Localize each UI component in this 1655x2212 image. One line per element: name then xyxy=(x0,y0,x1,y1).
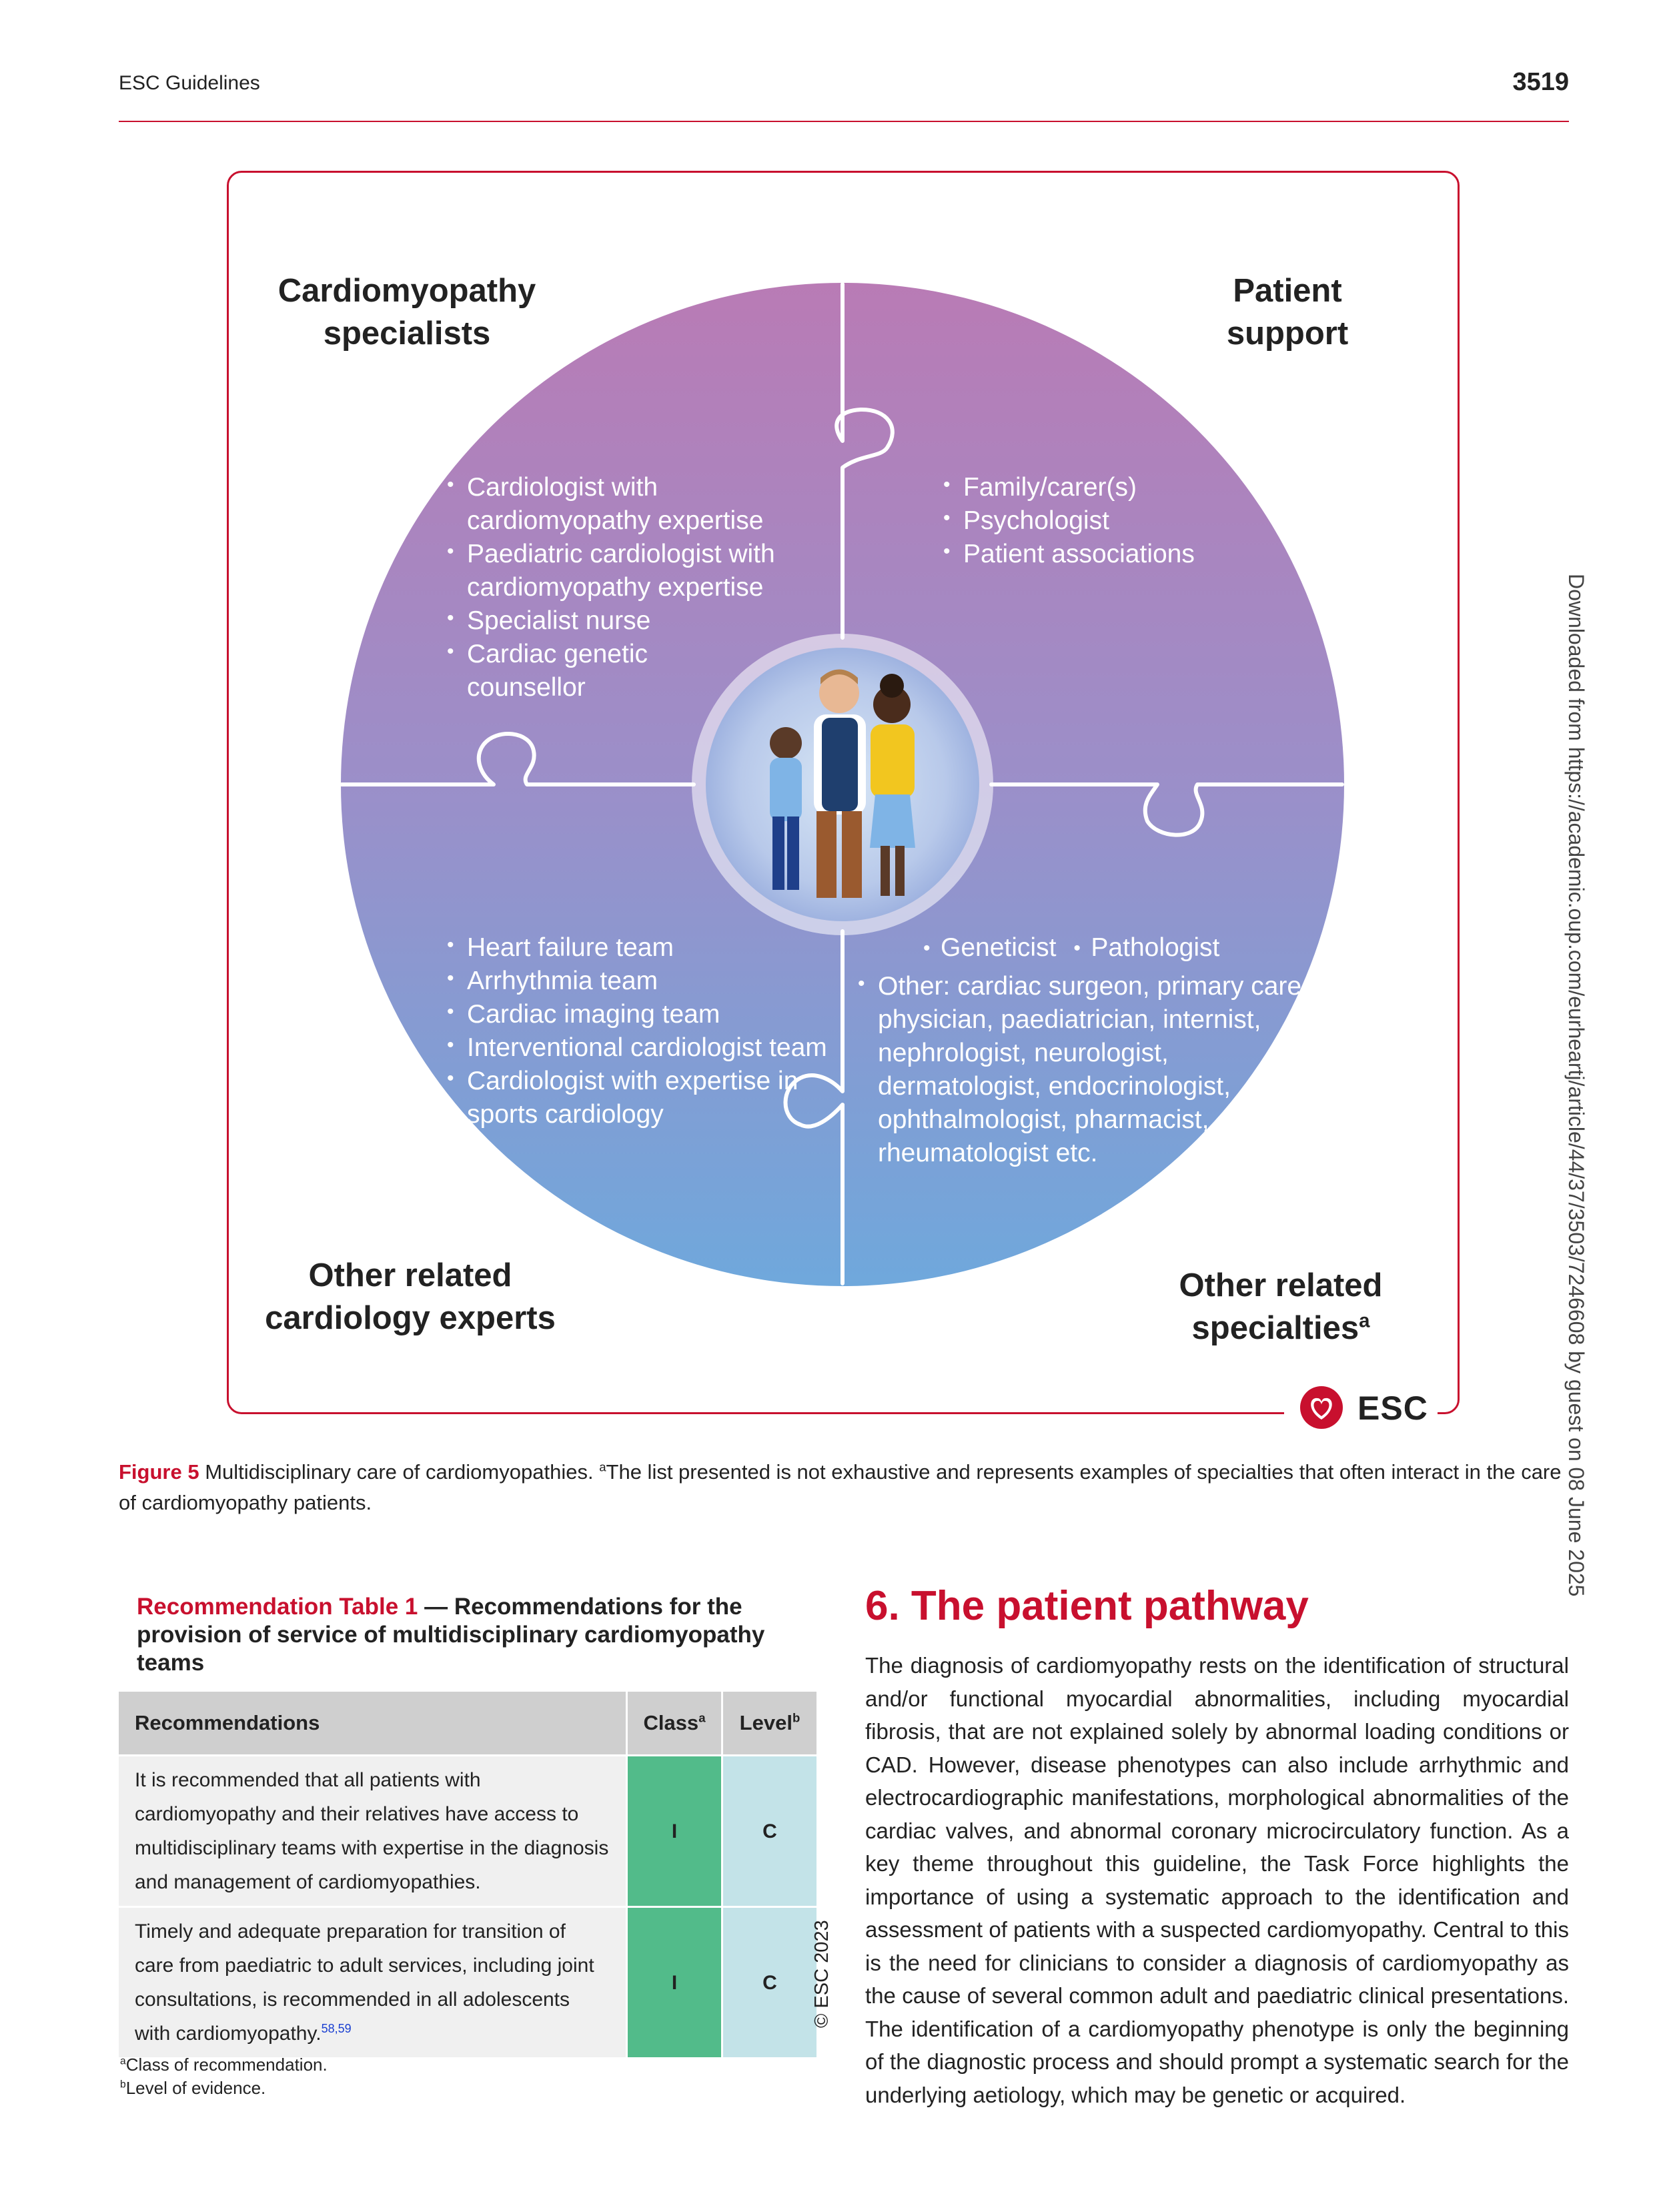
figure-caption: Figure 5 Multidisciplinary care of cardi… xyxy=(119,1460,1562,1514)
quadrant-title-patient-support: Patient support xyxy=(1226,273,1349,352)
section-title: 6. The patient pathway xyxy=(865,1583,1309,1629)
level-cell: C xyxy=(721,1906,816,2057)
list-inline-specialties: Geneticist Pathologist xyxy=(923,931,1297,965)
level-cell: C xyxy=(721,1754,816,1906)
footnote-b: bLevel of evidence. xyxy=(120,2078,266,2098)
quadrant-title-other-specialties: Other related specialtiesa xyxy=(1179,1267,1383,1346)
recommendation-table: Recommendations Classa Levelb It is reco… xyxy=(119,1692,816,2057)
reference-link[interactable]: 58,59 xyxy=(321,2022,352,2035)
list-item: Cardiologist with cardiomyopathy experti… xyxy=(444,468,791,538)
list-item: Cardiac genetic counsellor xyxy=(444,635,680,704)
recommendation-text: It is recommended that all patients with… xyxy=(119,1754,626,1906)
class-cell: I xyxy=(626,1754,721,1906)
family-icon xyxy=(770,669,915,898)
running-head: ESC Guidelines xyxy=(119,72,260,94)
list-item: Arrhythmia team xyxy=(444,962,831,998)
list-item: Family/carer(s) xyxy=(941,468,1234,504)
quadrant-title-other-cardiology-experts: Other related cardiology experts xyxy=(265,1257,556,1336)
list-cardiomyopathy-specialists: Cardiologist with cardiomyopathy experti… xyxy=(444,468,791,704)
footnote-a: aClass of recommendation. xyxy=(120,2055,328,2075)
table-row: Timely and adequate preparation for tran… xyxy=(119,1906,816,2057)
page-number: 3519 xyxy=(1512,68,1569,96)
class-cell: I xyxy=(626,1906,721,2057)
heart-icon xyxy=(1300,1386,1343,1429)
esc-logo xyxy=(1284,1384,1438,1432)
puzzle-circle-graphic xyxy=(340,282,1344,1286)
list-item: Specialist nurse xyxy=(444,602,791,638)
list-item: Psychologist xyxy=(941,502,1234,538)
header-class: Classa xyxy=(626,1692,721,1754)
recommendation-table-title: Recommendation Table 1 — Recommendations… xyxy=(137,1594,765,1676)
header-level: Levelb xyxy=(721,1692,816,1754)
list-item: Cardiac imaging team xyxy=(444,995,831,1031)
recommendation-text: Timely and adequate preparation for tran… xyxy=(119,1906,626,2057)
list-item: Paediatric cardiologist with cardiomyopa… xyxy=(444,535,791,604)
header-recommendations: Recommendations xyxy=(119,1692,626,1754)
table-row: It is recommended that all patients with… xyxy=(119,1754,816,1906)
list-item: Patient associations xyxy=(941,535,1234,571)
figure-frame xyxy=(227,171,1460,1414)
list-other-cardiology-experts: Heart failure team Arrhythmia team Cardi… xyxy=(444,929,831,1131)
body-paragraph: The diagnosis of cardiomyopathy rests on… xyxy=(865,1653,1569,2107)
figure-label: Figure 5 xyxy=(119,1460,199,1484)
header-rule xyxy=(119,121,1569,122)
list-patient-support: Family/carer(s) Psychologist Patient ass… xyxy=(941,468,1234,571)
list-other-specialties: Other: cardiac surgeon, primary care phy… xyxy=(855,967,1309,1170)
list-item: Heart failure team xyxy=(444,929,831,965)
list-item: Cardiologist with expertise in sports ca… xyxy=(444,1062,814,1131)
list-item: Pathologist xyxy=(1073,933,1219,962)
copyright-note: © ESC 2023 xyxy=(811,1920,833,2028)
list-item: Interventional cardiologist team xyxy=(444,1029,831,1065)
list-item: Other: cardiac surgeon, primary care phy… xyxy=(855,967,1309,1170)
list-item: Geneticist xyxy=(923,933,1056,962)
download-note: Downloaded from https://academic.oup.com… xyxy=(1564,574,1588,1597)
esc-logo-text: ESC xyxy=(1357,1390,1428,1427)
quadrant-title-cardiomyopathy-specialists: Cardiomyopathy specialists xyxy=(278,273,536,352)
